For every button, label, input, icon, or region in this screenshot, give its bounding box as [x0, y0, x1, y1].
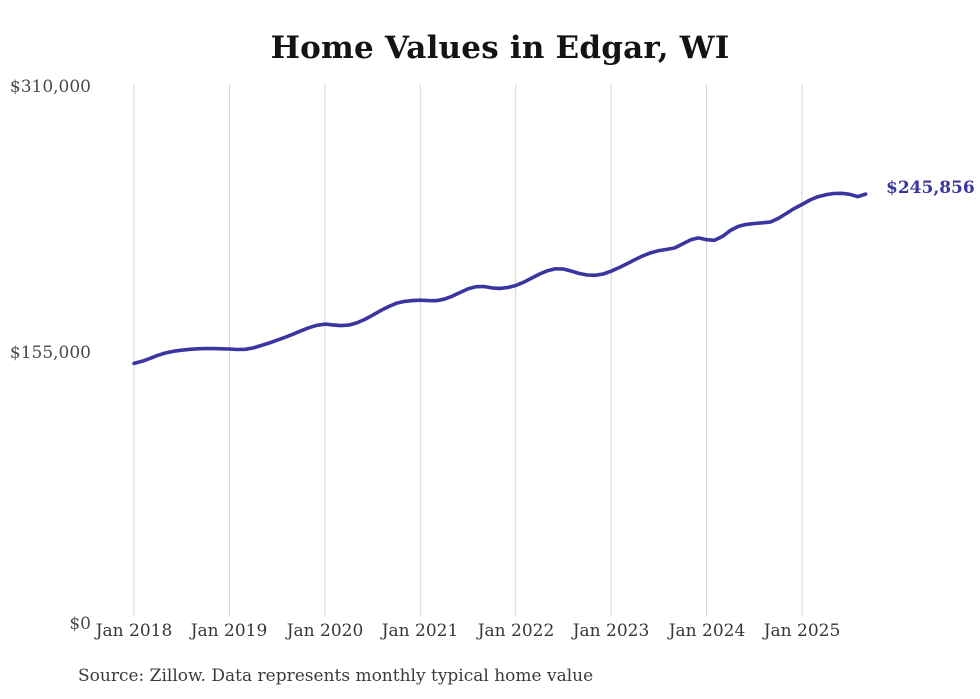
- y-axis-label-310000: $310,000: [9, 77, 91, 97]
- x-axis-label-jan-2025: Jan 2025: [763, 621, 841, 641]
- y-axis-label-155000: $155,000: [9, 343, 91, 363]
- chart-title: Home Values in Edgar, WI: [270, 30, 730, 66]
- x-axis-label-jan-2023: Jan 2023: [572, 621, 650, 641]
- x-axis-label-jan-2019: Jan 2019: [190, 621, 268, 641]
- x-axis-label-jan-2021: Jan 2021: [381, 621, 459, 641]
- y-axis-label-0: $0: [69, 614, 91, 634]
- series-end-value-label: $245,856: [886, 178, 975, 198]
- source-note: Source: Zillow. Data represents monthly …: [78, 666, 594, 686]
- x-axis-label-jan-2024: Jan 2024: [668, 621, 746, 641]
- home-value-line: [132, 191, 868, 366]
- x-axis-label-jan-2020: Jan 2020: [286, 621, 364, 641]
- x-axis-label-jan-2018: Jan 2018: [95, 621, 173, 641]
- x-axis-label-jan-2022: Jan 2022: [477, 621, 555, 641]
